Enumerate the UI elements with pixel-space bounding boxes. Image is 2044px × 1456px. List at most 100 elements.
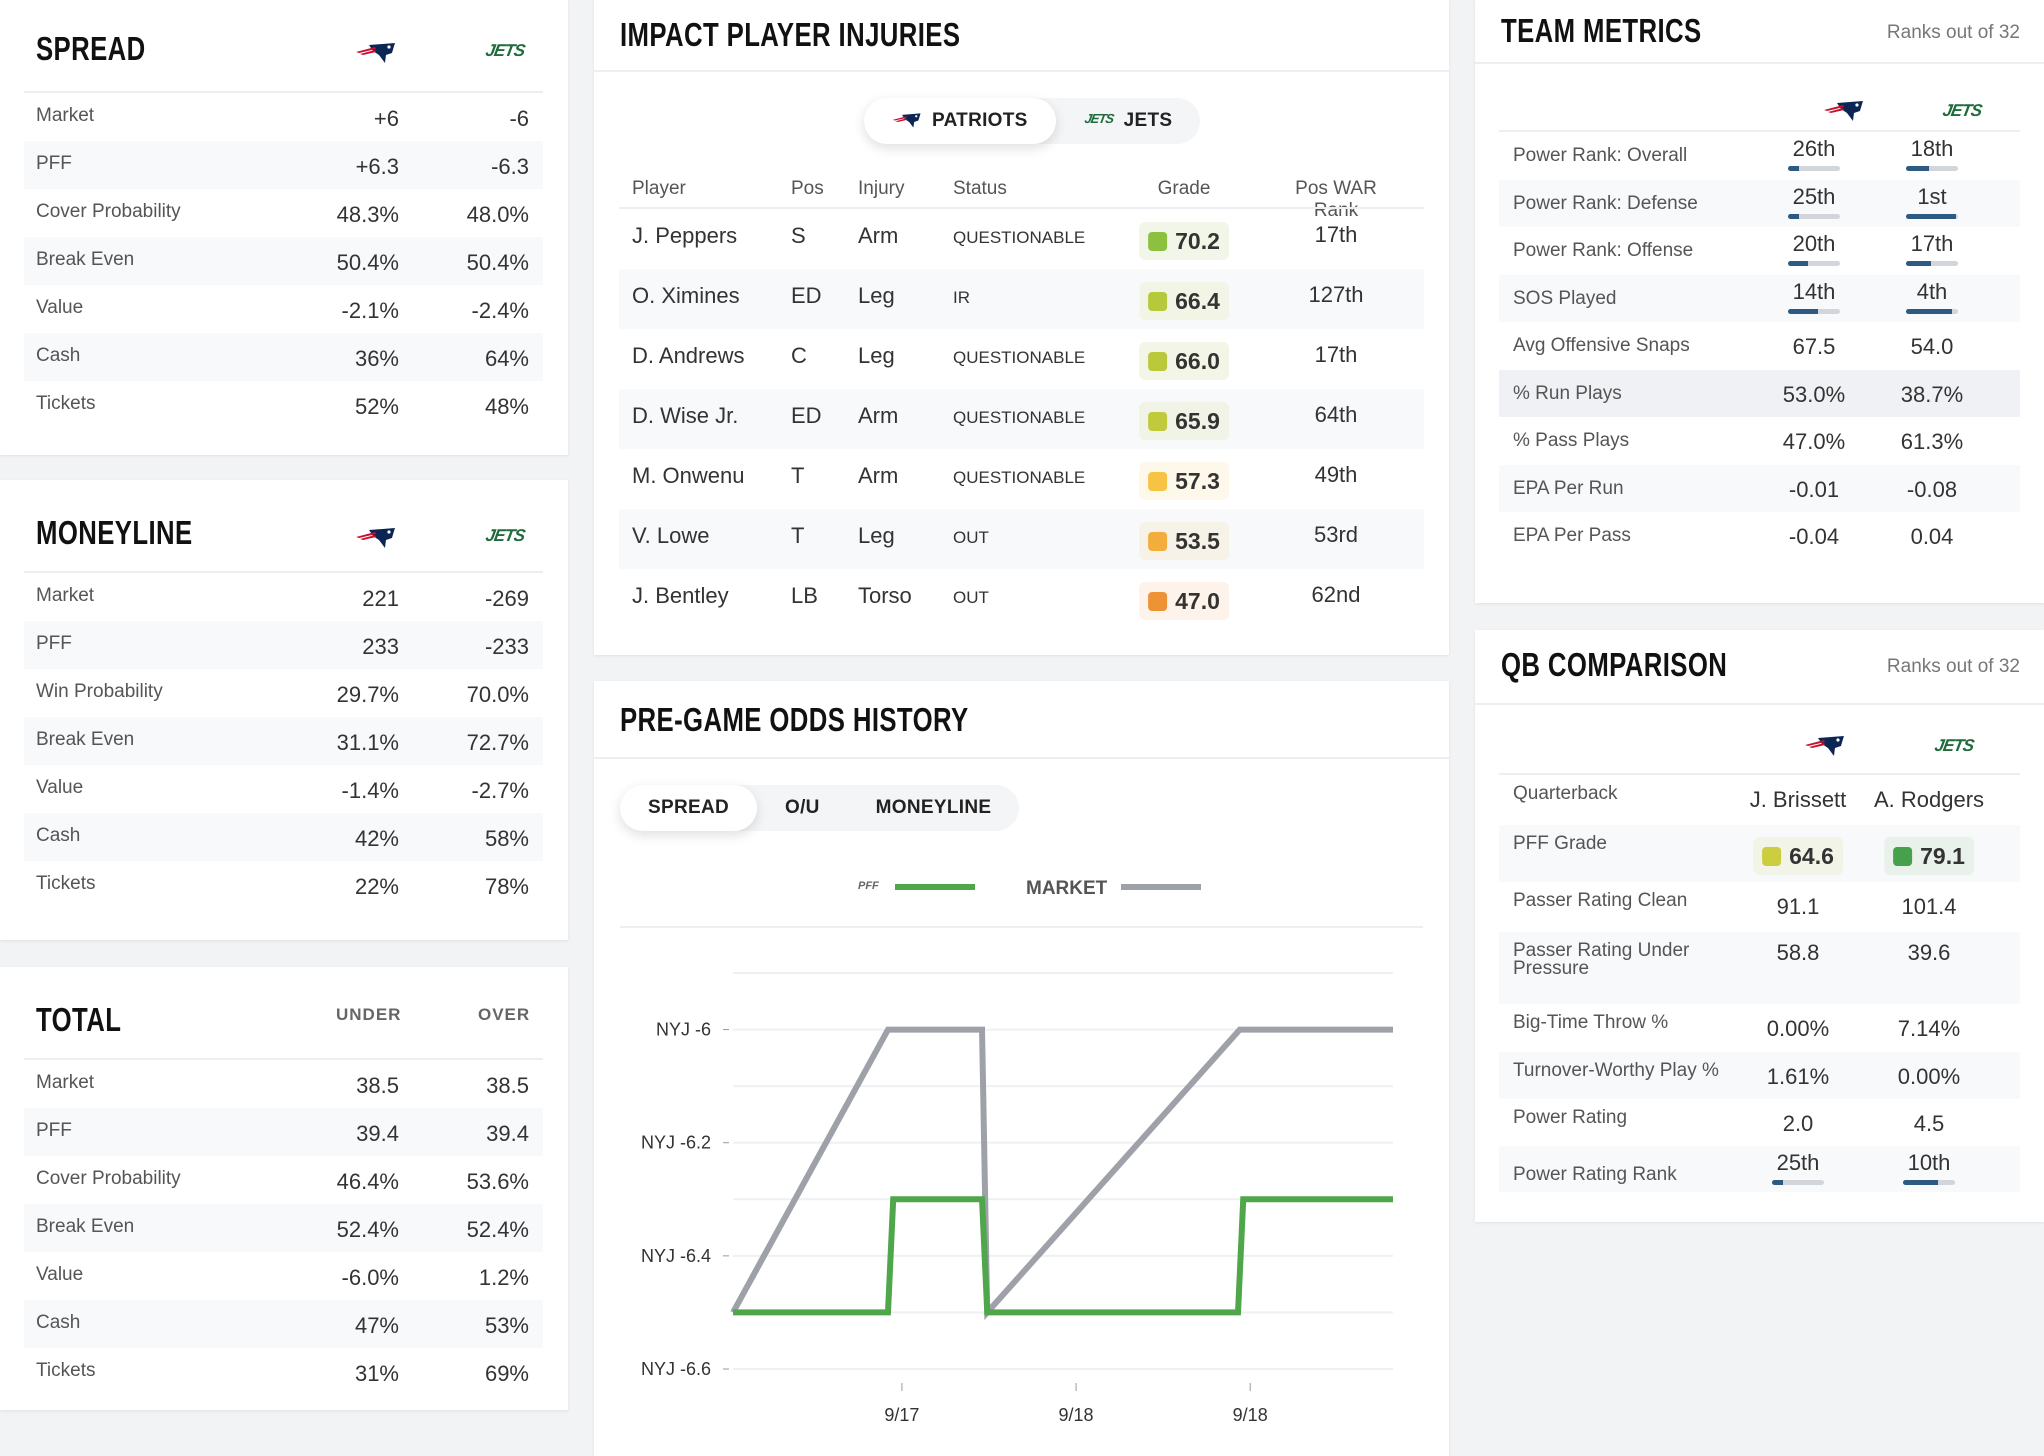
jets-value: -2.4% [471, 298, 529, 323]
table-row: Cash 36% 64% [24, 333, 543, 381]
injury-player[interactable]: D. Andrews [632, 343, 745, 368]
injury-injury: Leg [858, 283, 895, 308]
rank-bar [1788, 213, 1840, 219]
row-label: Value [36, 1264, 84, 1285]
row-label: Break Even [36, 249, 135, 270]
metric-row: SOS Played 14th 4th [1499, 274, 2020, 322]
injury-player[interactable]: J. Peppers [632, 223, 738, 248]
row-label: Win Probability [36, 681, 163, 702]
jets-value: 53% [484, 1313, 529, 1338]
grade-color-icon [1148, 471, 1168, 491]
metric-row: % Pass Plays 47.0% 61.3% [1499, 417, 2020, 464]
rank-bar [1906, 261, 1958, 266]
patriots-value: 42% [354, 826, 399, 851]
spread-card: SPREAD JETS Market +6 -6 PFF +6.3 -6.3 Cover Pr… [0, 0, 568, 455]
row-label: Market [36, 585, 95, 606]
grade-value: 65.9 [1175, 407, 1220, 434]
patriots-qb-value: 25th [1776, 1150, 1820, 1175]
patriots-value: 25th [1792, 183, 1836, 209]
qb-row: Passer Rating Clean 91.1 101.4 [1499, 882, 2020, 932]
jets-value: -6.3 [491, 154, 529, 179]
pos-war-rank: 64th [1314, 402, 1358, 427]
patriots-logo-icon [356, 42, 395, 63]
jets-value: 64% [484, 346, 529, 371]
y-tick-label: NYJ -6.6 [641, 1359, 711, 1379]
injury-player[interactable]: V. Lowe [632, 523, 710, 548]
tab-jets[interactable]: JETS JETS [1056, 98, 1201, 144]
qb-row: Turnover-Worthy Play % 1.61% 0.00% [1499, 1052, 2020, 1099]
injury-status: QUESTIONABLE [953, 228, 1086, 247]
row-label: Cash [36, 1312, 81, 1333]
grade-badge: 66.0 [1139, 342, 1229, 380]
patriots-value: 29.7% [336, 682, 399, 707]
jets-logo-icon: JETS [484, 41, 527, 60]
jets-value: 53.6% [466, 1169, 529, 1194]
patriots-qb-value[interactable]: J. Brissett [1749, 787, 1847, 812]
injury-row: D. Wise Jr. ED Arm QUESTIONABLE 65.9 64th [619, 389, 1424, 449]
row-label: Market [36, 105, 95, 126]
qb-row: PFF Grade 64.6 79.1 [1499, 825, 2020, 882]
qb-stat-label: PFF Grade [1513, 833, 1607, 854]
tab-patriots[interactable]: PATRIOTS [864, 98, 1056, 144]
jets-value: -0.08 [1906, 476, 1958, 502]
table-row: Cash 42% 58% [24, 813, 543, 861]
row-label: PFF [36, 153, 72, 174]
rank-bar [1788, 308, 1840, 314]
jets-qb-value[interactable]: A. Rodgers [1873, 787, 1985, 812]
qb-row: Passer Rating Under Pressure 58.8 39.6 [1499, 932, 2020, 1004]
pos-war-rank: 17th [1314, 342, 1358, 367]
injury-row: V. Lowe T Leg OUT 53.5 53rd [619, 509, 1424, 569]
jets-value: 61.3% [1900, 429, 1964, 454]
series-line-market [730, 1026, 1393, 1321]
patriots-value: 36% [354, 346, 399, 371]
tab-label: MONEYLINE [875, 797, 992, 818]
patriots-value: 48.3% [336, 202, 399, 227]
injury-player[interactable]: M. Onwenu [632, 463, 745, 488]
column-header[interactable]: Pos [791, 178, 824, 199]
grade-color-icon [1762, 846, 1782, 866]
jets-value: -2.7% [471, 778, 529, 803]
grade-value: 53.5 [1175, 527, 1220, 554]
tab-label: O/U [784, 797, 820, 818]
patriots-logo-icon [356, 527, 395, 548]
patriots-value: 52% [354, 394, 399, 419]
injury-status: QUESTIONABLE [953, 348, 1086, 367]
column-header[interactable]: Status [953, 178, 1007, 199]
table-row: Value -2.1% -2.4% [24, 285, 543, 333]
tab-moneyline[interactable]: MONEYLINE [848, 785, 1020, 831]
column-header[interactable]: Player [632, 178, 686, 199]
qb-comparison-card: QB COMPARISON Ranks out of 32 JETS Quarte… [1475, 630, 2044, 1222]
grade-color-icon [1148, 291, 1168, 311]
pos-war-rank: 62nd [1311, 582, 1361, 607]
jets-value: 70.0% [466, 682, 529, 707]
column-header[interactable]: Injury [858, 178, 905, 199]
logo-slot [892, 111, 922, 131]
rank-bar [1788, 261, 1840, 266]
column-header[interactable]: Pos WAR Rank [1295, 178, 1377, 221]
tab-spread[interactable]: SPREAD [620, 785, 757, 831]
injury-status: OUT [953, 528, 989, 547]
column-header[interactable]: Grade [1157, 178, 1211, 199]
qb-stat-label: Turnover-Worthy Play % [1513, 1060, 1719, 1081]
table-row: Market 221 -269 [24, 573, 543, 621]
qb-row: Power Rating Rank 25th 10th [1499, 1146, 2020, 1192]
row-label: Break Even [36, 1216, 135, 1237]
injury-player[interactable]: O. Ximines [632, 283, 740, 308]
qb-comparison-title: QB COMPARISON [1501, 646, 1728, 683]
qb-stat-label: Power Rating Rank [1513, 1164, 1677, 1185]
patriots-value: 20th [1792, 231, 1836, 256]
patriots-value: 47.0% [1782, 429, 1846, 454]
patriots-value: 39.4 [356, 1121, 399, 1146]
series-line-pff [733, 1196, 1393, 1316]
injury-player[interactable]: J. Bentley [632, 583, 729, 608]
jets-qb-value: 4.5 [1913, 1111, 1945, 1136]
injury-pos: T [791, 523, 805, 548]
patriots-value: 14th [1792, 278, 1836, 304]
injury-player[interactable]: D. Wise Jr. [632, 403, 739, 428]
jets-qb-value: 10th [1907, 1150, 1951, 1175]
tab-ou[interactable]: O/U [757, 785, 848, 831]
metric-label: Avg Offensive Snaps [1513, 335, 1690, 356]
under-header: UNDER [336, 1005, 402, 1024]
y-tick-label: NYJ -6.2 [641, 1133, 711, 1153]
table-row: Win Probability 29.7% 70.0% [24, 669, 543, 717]
